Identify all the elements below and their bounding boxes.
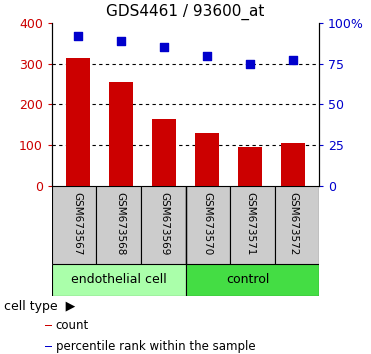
Text: percentile rank within the sample: percentile rank within the sample: [56, 341, 255, 354]
Bar: [52, 264, 186, 296]
Point: [75, 33, 81, 39]
Point: [204, 53, 210, 58]
Bar: [186, 186, 230, 264]
Bar: [52, 186, 96, 264]
Bar: [195, 133, 219, 186]
Title: GDS4461 / 93600_at: GDS4461 / 93600_at: [106, 4, 265, 20]
Bar: [45, 346, 52, 348]
Point: [247, 61, 253, 67]
Bar: [152, 119, 176, 186]
Point: [118, 38, 124, 44]
Text: GSM673569: GSM673569: [159, 192, 169, 256]
Bar: [281, 143, 305, 186]
Text: GSM673570: GSM673570: [202, 192, 212, 255]
Bar: [275, 186, 319, 264]
Bar: [141, 186, 186, 264]
Bar: [109, 82, 133, 186]
Point: [290, 58, 296, 63]
Text: control: control: [226, 273, 270, 286]
Bar: [45, 325, 52, 326]
Bar: [230, 186, 275, 264]
Bar: [186, 264, 319, 296]
Bar: [96, 186, 141, 264]
Text: GSM673568: GSM673568: [116, 192, 126, 256]
Point: [161, 45, 167, 50]
Text: GSM673567: GSM673567: [73, 192, 83, 256]
Text: GSM673572: GSM673572: [288, 192, 298, 256]
Bar: [238, 147, 262, 186]
Text: count: count: [56, 319, 89, 332]
Text: cell type  ▶: cell type ▶: [4, 299, 75, 313]
Text: GSM673571: GSM673571: [245, 192, 255, 256]
Text: endothelial cell: endothelial cell: [71, 273, 167, 286]
Bar: [66, 58, 90, 186]
